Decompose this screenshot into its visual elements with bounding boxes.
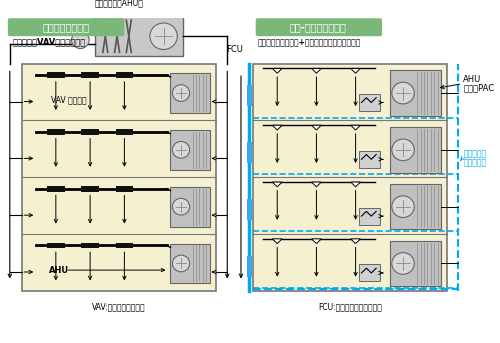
Bar	[358, 94, 380, 111]
Text: FCU: FCU	[226, 45, 243, 54]
Text: またはPAC: またはPAC	[464, 84, 494, 93]
Polygon shape	[312, 68, 322, 73]
Polygon shape	[350, 239, 360, 244]
Text: FCU:ファンコイルユニット: FCU:ファンコイルユニット	[318, 303, 382, 311]
Polygon shape	[312, 125, 322, 130]
Bar	[116, 129, 133, 135]
Bar	[358, 264, 380, 282]
Bar	[47, 129, 64, 135]
Bar	[390, 241, 441, 286]
Polygon shape	[350, 68, 360, 73]
Circle shape	[172, 198, 190, 215]
Circle shape	[150, 23, 178, 49]
Circle shape	[172, 142, 190, 158]
Bar	[116, 72, 133, 78]
Bar	[116, 186, 133, 191]
Text: 冷温水配管: 冷温水配管	[464, 149, 486, 158]
Bar	[358, 208, 380, 225]
Bar	[170, 244, 209, 283]
Bar	[358, 151, 380, 168]
Text: （往・還）: （往・還）	[464, 158, 486, 167]
Text: VAV ユニット: VAV ユニット	[51, 95, 86, 104]
Polygon shape	[350, 182, 360, 187]
Bar	[47, 186, 64, 191]
Bar	[247, 199, 252, 220]
Text: AHU: AHU	[464, 74, 481, 84]
Polygon shape	[312, 182, 322, 187]
Bar	[82, 72, 99, 78]
Text: VAV:可変風量制御装置: VAV:可変風量制御装置	[92, 303, 146, 311]
Bar	[47, 72, 64, 78]
Text: 一次空調機（AHU）: 一次空調機（AHU）	[95, 0, 144, 7]
Text: 各階ゾーニング空調+ファンコイルユニット方式: 各階ゾーニング空調+ファンコイルユニット方式	[258, 37, 361, 46]
Bar	[82, 129, 99, 135]
Text: 単一ダクトVAVユニット方式: 単一ダクトVAVユニット方式	[12, 37, 86, 46]
Polygon shape	[272, 239, 282, 244]
FancyBboxPatch shape	[256, 18, 382, 36]
Bar	[247, 256, 252, 277]
Polygon shape	[272, 182, 282, 187]
Polygon shape	[272, 68, 282, 73]
Polygon shape	[350, 125, 360, 130]
Bar	[116, 243, 133, 248]
Bar	[47, 243, 64, 248]
Bar	[252, 64, 446, 291]
Bar	[170, 130, 209, 170]
Circle shape	[72, 32, 89, 49]
Bar	[390, 127, 441, 173]
Text: AHU: AHU	[49, 265, 69, 275]
Polygon shape	[272, 125, 282, 130]
Bar	[170, 187, 209, 226]
Circle shape	[172, 85, 190, 102]
Circle shape	[392, 196, 414, 217]
Bar	[95, 16, 183, 56]
Bar	[22, 64, 216, 291]
Bar	[82, 186, 99, 191]
Circle shape	[392, 139, 414, 161]
Bar	[390, 70, 441, 116]
Circle shape	[392, 82, 414, 104]
Circle shape	[392, 253, 414, 274]
Text: 全空気式の代表例: 全空気式の代表例	[42, 22, 89, 32]
Bar	[390, 184, 441, 229]
Polygon shape	[312, 239, 322, 244]
Bar	[247, 142, 252, 163]
Circle shape	[172, 255, 190, 272]
Text: 空気-水方式の代表例: 空気-水方式の代表例	[290, 22, 347, 32]
FancyBboxPatch shape	[8, 18, 124, 36]
Bar	[247, 85, 252, 106]
Bar	[82, 243, 99, 248]
Bar	[170, 73, 209, 113]
